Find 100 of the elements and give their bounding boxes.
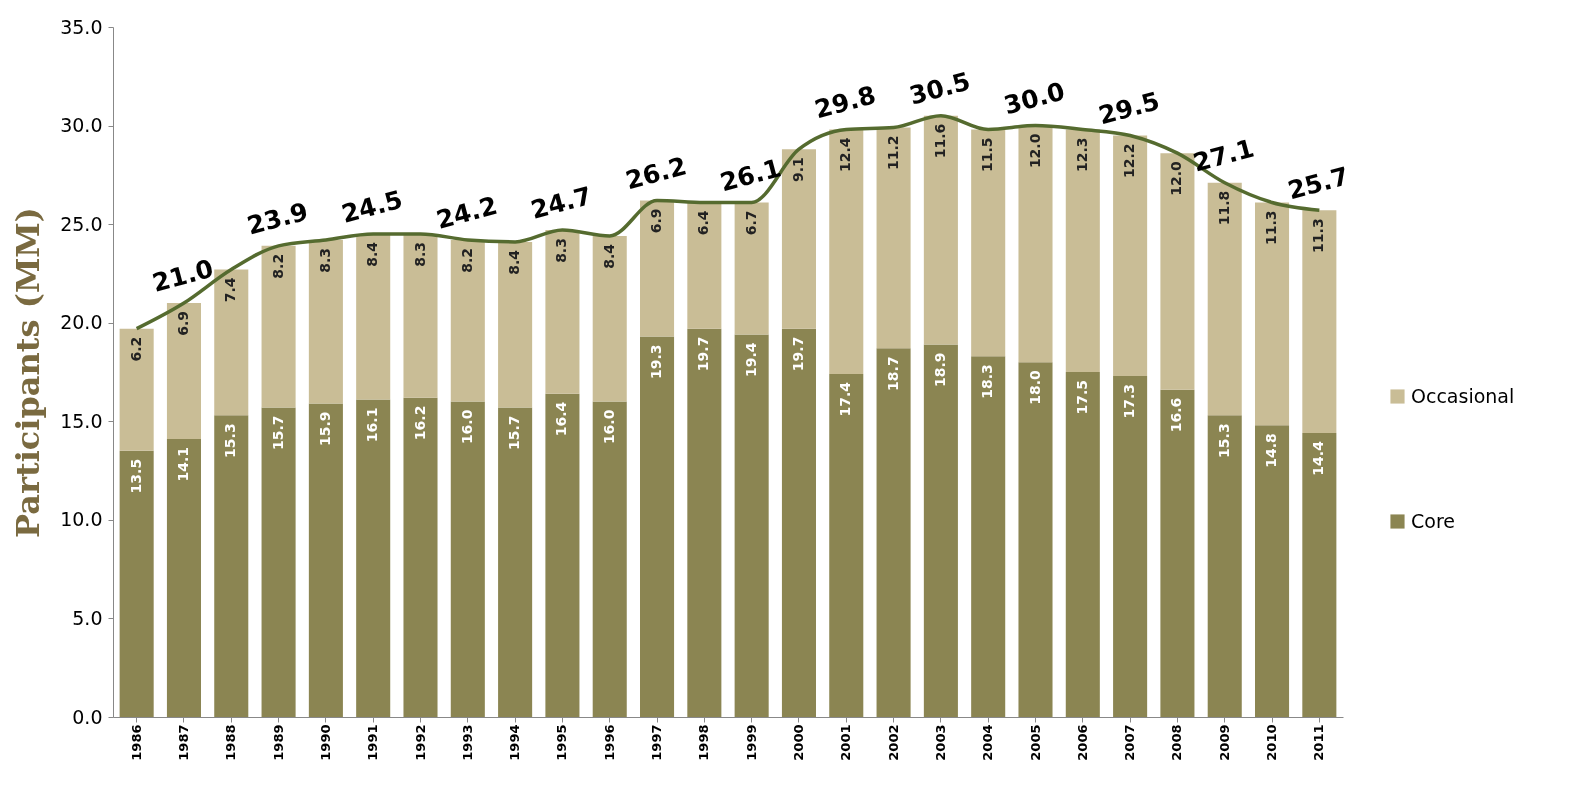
data-label: 21.0 — [149, 253, 217, 298]
bar — [498, 407, 533, 717]
x-tick-label: 2002 — [885, 724, 901, 761]
bar — [1160, 153, 1195, 390]
data-label: 29.5 — [1095, 86, 1163, 131]
bar — [308, 239, 343, 404]
x-tick-label: 1995 — [554, 724, 570, 761]
data-label: 15.7 — [269, 415, 286, 451]
data-label: 16.0 — [600, 409, 617, 445]
y-tick-label: 0.0 — [72, 705, 103, 728]
data-label: 8.4 — [364, 241, 381, 267]
data-label: 7.4 — [222, 277, 239, 303]
data-label: 16.1 — [364, 407, 381, 443]
x-tick-label: 2006 — [1074, 724, 1090, 761]
x-tick-label: 1989 — [270, 724, 286, 761]
y-tick-label: 20.0 — [60, 311, 103, 334]
bar — [640, 200, 675, 337]
data-label: 15.3 — [222, 423, 239, 458]
x-tick-label: 1986 — [128, 724, 144, 761]
data-label: 24.5 — [338, 184, 406, 229]
data-label: 14.8 — [1263, 433, 1280, 468]
data-label: 19.7 — [789, 336, 806, 372]
data-label: 8.2 — [269, 253, 286, 279]
bar — [1065, 129, 1100, 372]
data-label: 12.4 — [837, 137, 854, 173]
data-label: 24.7 — [527, 180, 595, 225]
bar — [923, 344, 958, 717]
data-label: 6.2 — [127, 336, 144, 362]
data-label: 18.9 — [931, 352, 948, 387]
bar — [356, 234, 391, 400]
bar — [214, 415, 249, 717]
bar — [119, 450, 154, 717]
bar — [640, 336, 675, 717]
data-label: 17.5 — [1073, 380, 1090, 415]
x-tick-label: 2007 — [1122, 724, 1138, 761]
data-label: 25.7 — [1284, 161, 1352, 206]
data-label: 16.2 — [411, 405, 428, 441]
data-label: 14.4 — [1310, 440, 1327, 476]
data-label: 16.0 — [458, 409, 475, 445]
y-tick-label: 5.0 — [72, 606, 103, 629]
bar — [166, 439, 201, 717]
x-tick-label: 2003 — [932, 724, 948, 761]
x-tick-label: 1996 — [601, 724, 617, 761]
data-label: 6.7 — [742, 210, 759, 236]
bar — [923, 115, 958, 345]
data-label: 16.4 — [553, 401, 570, 437]
data-label: 17.3 — [1121, 383, 1138, 419]
bar — [1255, 425, 1290, 717]
data-label: 30.0 — [1000, 76, 1068, 121]
x-tick-label: 1987 — [175, 724, 191, 761]
y-tick-label: 10.0 — [60, 508, 103, 531]
bar — [1302, 433, 1337, 717]
x-tick-label: 1988 — [223, 724, 239, 761]
data-label: 23.9 — [243, 196, 312, 241]
data-label: 6.4 — [695, 210, 712, 236]
x-tick-label: 1991 — [365, 724, 381, 761]
data-label: 8.3 — [316, 247, 333, 273]
data-label: 17.4 — [837, 381, 854, 417]
x-tick-label: 2005 — [1027, 724, 1043, 761]
legend-label: Occasional — [1411, 384, 1515, 407]
x-tick-label: 1999 — [743, 724, 759, 761]
data-label: 15.9 — [316, 411, 333, 447]
bar — [119, 328, 154, 451]
bar — [214, 269, 249, 416]
data-label: 16.6 — [1168, 397, 1185, 433]
data-label: 6.9 — [648, 208, 665, 234]
bar — [1113, 375, 1148, 717]
data-label: 11.2 — [884, 135, 901, 171]
x-tick-label: 1992 — [412, 724, 428, 761]
data-label: 29.8 — [811, 80, 879, 125]
data-label: 8.4 — [506, 249, 523, 275]
data-label: 19.7 — [695, 336, 712, 372]
data-label: 11.3 — [1263, 210, 1280, 245]
data-label: 18.7 — [884, 356, 901, 391]
data-label: 11.5 — [979, 137, 996, 173]
bar — [450, 239, 485, 402]
x-tick-label: 2011 — [1311, 724, 1327, 761]
x-tick-label: 1990 — [317, 724, 333, 761]
bar — [687, 202, 722, 329]
bar — [1207, 415, 1242, 717]
bar — [971, 356, 1006, 717]
data-label: 27.1 — [1190, 133, 1258, 178]
legend-label: Core — [1411, 509, 1455, 532]
bar — [687, 328, 722, 717]
x-tick-label: 1994 — [507, 724, 523, 761]
x-tick-label: 2009 — [1216, 724, 1232, 761]
bar — [545, 230, 580, 394]
bar — [592, 401, 627, 717]
data-label: 12.0 — [1026, 133, 1043, 169]
bar — [829, 129, 864, 374]
bar — [734, 334, 769, 717]
bar — [403, 397, 438, 717]
bar — [592, 235, 627, 402]
data-label: 15.3 — [1215, 423, 1232, 458]
x-tick-label: 2004 — [980, 724, 996, 761]
data-label: 11.6 — [931, 123, 948, 159]
y-tick-label: 35.0 — [60, 15, 103, 38]
data-label: 18.0 — [1026, 369, 1043, 405]
bar — [971, 129, 1006, 357]
bar — [781, 328, 816, 717]
